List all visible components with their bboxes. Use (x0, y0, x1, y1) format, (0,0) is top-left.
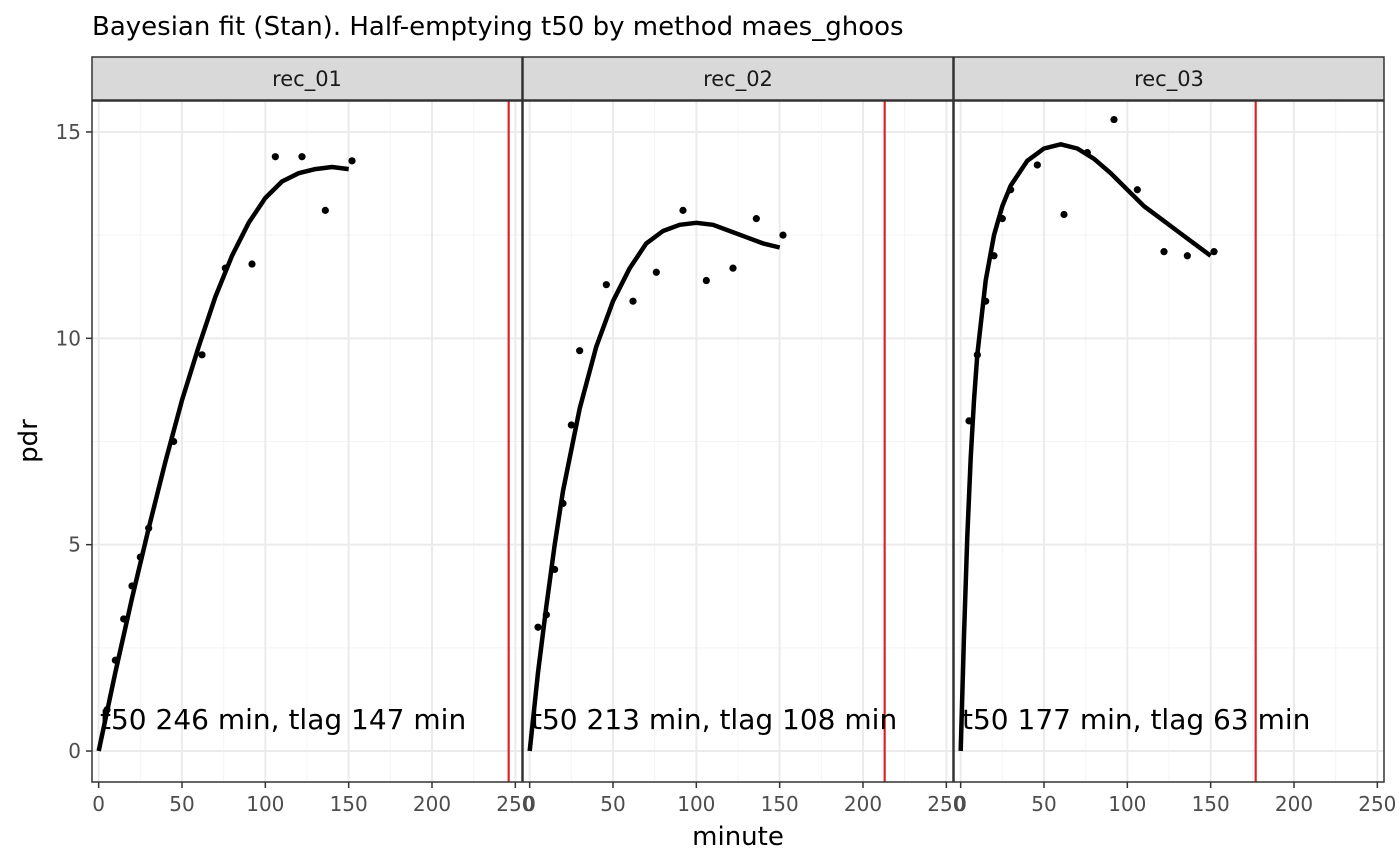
x-tick-label: 250 (496, 792, 534, 816)
panel-rec_03: rec_03 t50 177 min, tlag 63 min 0 50 100 150 2… (953, 56, 1396, 816)
x-tick-label: 0 (954, 792, 967, 816)
data-point (998, 215, 1006, 223)
x-tick-label: 150 (761, 792, 799, 816)
data-point (990, 252, 998, 260)
data-point (1060, 210, 1068, 219)
data-point (128, 582, 136, 590)
x-tick-label: 100 (677, 792, 715, 816)
y-tick-label: 10 (56, 326, 81, 350)
x-tick-label: 250 (927, 792, 965, 816)
data-point (602, 281, 610, 289)
data-point (973, 351, 981, 359)
fit-curve (527, 220, 781, 752)
data-point (111, 656, 119, 664)
data-point (542, 611, 550, 619)
data-point (1110, 115, 1118, 124)
strip-rec_01 (91, 56, 523, 101)
panel-border (522, 100, 954, 783)
strip-label: rec_01 (272, 67, 342, 92)
data-point (298, 153, 306, 161)
annotation-text: t50 246 min, tlag 147 min (100, 703, 466, 736)
data-point (120, 615, 128, 623)
strip-rec_02 (522, 56, 954, 101)
annotation-text: t50 213 min, tlag 108 min (531, 703, 897, 736)
data-point (1160, 248, 1168, 256)
x-tick-label: 50 (169, 792, 194, 816)
fit-curve (958, 142, 1213, 752)
annotation-text: t50 177 min, tlag 63 min (962, 703, 1310, 736)
data-point (652, 268, 660, 276)
x-tick-label: 150 (1192, 792, 1230, 816)
data-point (348, 157, 356, 165)
data-point (248, 260, 256, 268)
data-point (629, 297, 637, 305)
x-tick-label: 250 (1358, 792, 1396, 816)
data-point (551, 565, 559, 574)
data-point (136, 553, 144, 561)
data-point (982, 297, 990, 305)
data-point (1133, 186, 1141, 194)
data-point (145, 524, 153, 532)
data-point (321, 206, 329, 214)
data-point (1033, 161, 1041, 169)
data-point (752, 215, 760, 223)
x-tick-label: 200 (413, 792, 451, 816)
x-tick-label: 200 (844, 792, 882, 816)
data-point (1007, 186, 1015, 194)
strip-rec_03 (953, 56, 1385, 101)
data-point (1183, 252, 1191, 260)
data-point (1083, 148, 1091, 157)
x-tick-label: 150 (330, 792, 368, 816)
panel-border (953, 100, 1385, 783)
data-point (221, 264, 229, 272)
data-point (965, 417, 973, 425)
panel-border (91, 100, 523, 783)
x-tick-label: 50 (600, 792, 625, 816)
data-point (779, 231, 787, 239)
y-axis-title: pdr (14, 419, 44, 463)
data-point (702, 276, 710, 285)
strip-label: rec_02 (703, 67, 773, 92)
strip-label: rec_03 (1134, 67, 1204, 92)
y-tick-label: 0 (68, 739, 81, 763)
panel-rec_02: rec_02 t50 213 min, tlag 108 min 0 50 100 150… (522, 56, 965, 816)
y-tick-label: 5 (68, 533, 81, 557)
fit-curve (96, 164, 349, 752)
data-point (1210, 248, 1218, 256)
x-tick-label: 200 (1275, 792, 1313, 816)
x-axis-title: minute (692, 822, 784, 852)
data-point (567, 421, 575, 429)
data-point (534, 623, 542, 631)
x-tick-label: 0 (523, 792, 536, 816)
x-tick-label: 100 (246, 792, 284, 816)
data-point (271, 153, 279, 161)
data-point (198, 351, 206, 359)
x-tick-label: 50 (1031, 792, 1056, 816)
data-point (103, 706, 111, 714)
data-point (679, 206, 687, 214)
data-point (170, 437, 178, 446)
y-tick-label: 15 (56, 120, 81, 144)
data-point (576, 347, 584, 355)
x-tick-label: 0 (92, 792, 105, 816)
x-tick-label: 100 (1108, 792, 1146, 816)
data-point (729, 264, 737, 272)
data-point (559, 499, 567, 508)
chart-title: Bayesian fit (Stan). Half-emptying t50 b… (92, 12, 904, 42)
